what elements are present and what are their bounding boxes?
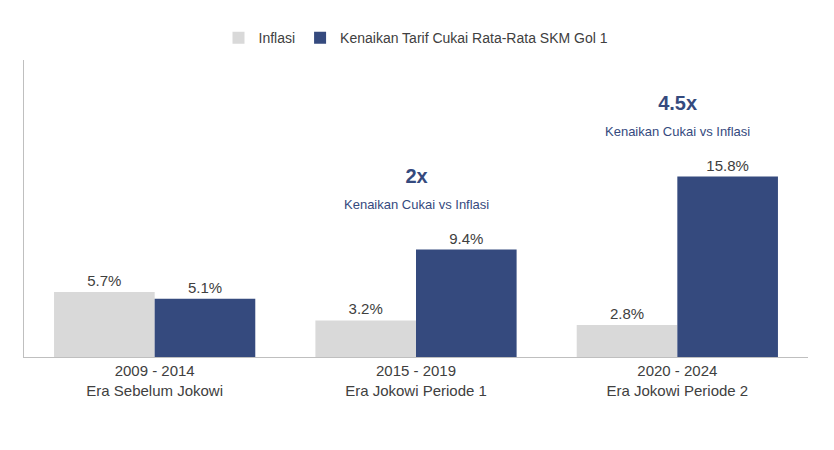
svg-text:Kenaikan Tarif Cukai Rata-Rata: Kenaikan Tarif Cukai Rata-Rata SKM Gol 1 [340,30,608,46]
svg-text:5.7%: 5.7% [87,272,121,289]
svg-text:2.8%: 2.8% [610,305,644,322]
svg-text:2015 - 2019Era Jokowi Periode: 2015 - 2019Era Jokowi Periode 1 [345,362,487,399]
svg-text:2020 - 2024Era Jokowi Periode: 2020 - 2024Era Jokowi Periode 2 [606,362,748,399]
svg-text:4.5xKenaikan Cukai vs Inflasi: 4.5xKenaikan Cukai vs Inflasi [605,92,750,139]
svg-text:9.4%: 9.4% [449,230,483,247]
svg-text:2009 - 2014Era Sebelum Jokowi: 2009 - 2014Era Sebelum Jokowi [86,362,223,399]
svg-text:Inflasi: Inflasi [259,30,296,46]
svg-text:2xKenaikan Cukai vs Inflasi: 2xKenaikan Cukai vs Inflasi [344,165,489,212]
svg-text:5.1%: 5.1% [188,279,222,296]
svg-text:15.8%: 15.8% [706,157,749,174]
svg-text:3.2%: 3.2% [349,300,383,317]
